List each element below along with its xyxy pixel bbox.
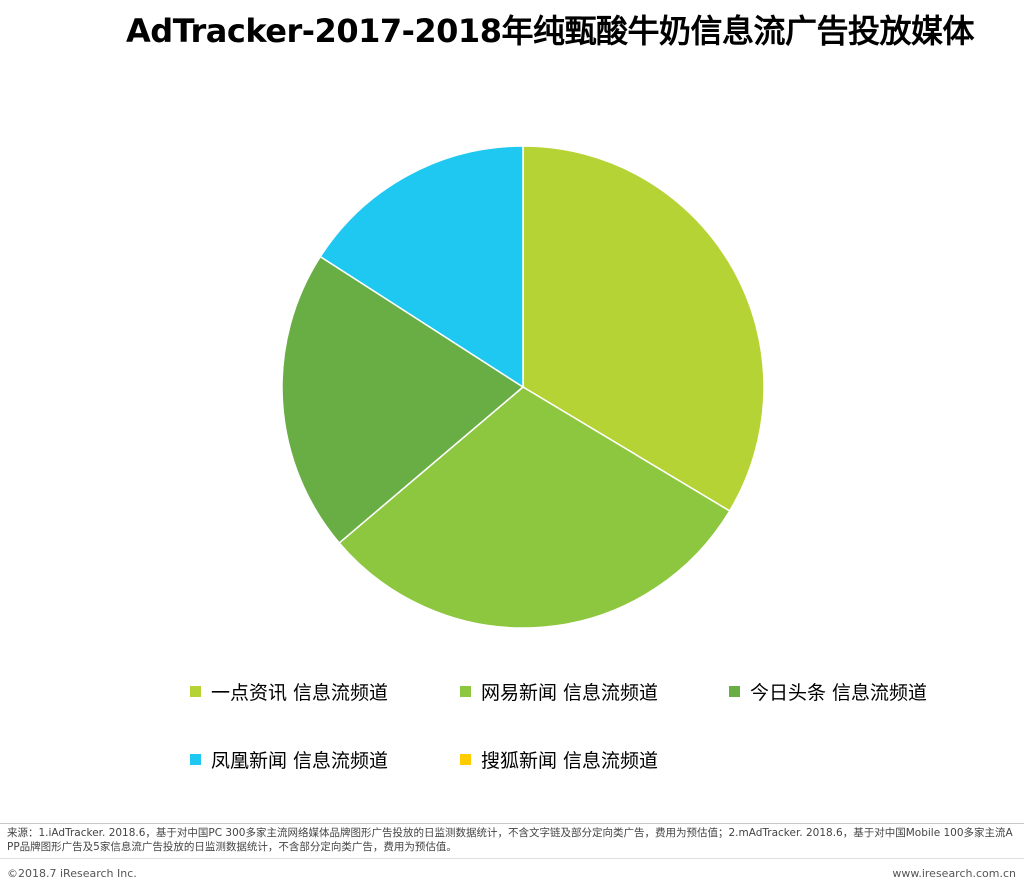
footer-divider-bottom	[0, 858, 1024, 859]
pie-slice-3	[319, 145, 524, 389]
legend-item-2: 今日头条 信息流频道	[729, 678, 927, 705]
legend-item-0: 一点资讯 信息流频道	[190, 678, 388, 705]
pie-chart	[281, 145, 765, 629]
copyright-text: ©2018.7 iResearch Inc.	[7, 867, 137, 880]
footer-divider	[0, 823, 1024, 824]
legend-swatch	[460, 754, 471, 765]
source-note: 来源：1.iAdTracker. 2018.6，基于对中国PC 300多家主流网…	[7, 827, 1013, 853]
pie-slice-2	[281, 255, 525, 544]
chart-title: AdTracker-2017-2018年纯甄酸牛奶信息流广告投放媒体	[126, 12, 974, 50]
pie-slice-1	[338, 386, 731, 629]
legend-label: 一点资讯 信息流频道	[211, 682, 389, 704]
legend-label: 今日头条 信息流频道	[750, 682, 928, 704]
legend-swatch	[190, 754, 201, 765]
pie-slice-0	[522, 145, 765, 513]
legend-label: 凤凰新闻 信息流频道	[211, 750, 389, 772]
legend-item-3: 凤凰新闻 信息流频道	[190, 746, 388, 773]
legend-swatch	[460, 686, 471, 697]
legend-swatch	[729, 686, 740, 697]
legend-label: 搜狐新闻 信息流频道	[481, 750, 659, 772]
legend-item-1: 网易新闻 信息流频道	[460, 678, 658, 705]
website-link[interactable]: www.iresearch.com.cn	[892, 867, 1016, 880]
legend-item-4: 搜狐新闻 信息流频道	[460, 746, 658, 773]
legend-swatch	[190, 686, 201, 697]
legend-label: 网易新闻 信息流频道	[481, 682, 659, 704]
